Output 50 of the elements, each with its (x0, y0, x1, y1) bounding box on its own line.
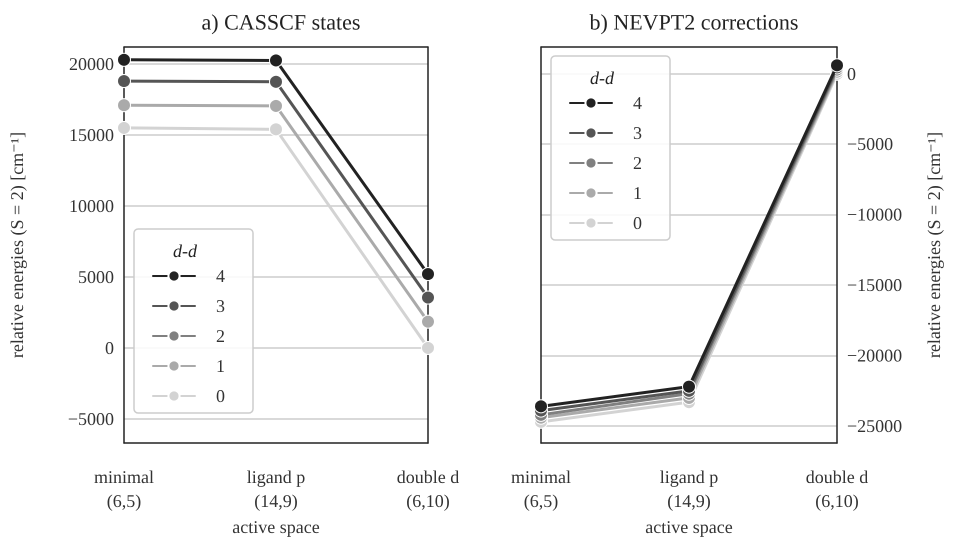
point (421, 290, 435, 305)
y-tick-label: 5000 (78, 266, 114, 287)
legend-label: 4 (633, 93, 642, 113)
y-axis-title: relative energies (S = 2) [cm⁻¹] (7, 132, 27, 358)
legend-label: 2 (633, 153, 642, 173)
legend-title: d-d (590, 68, 615, 88)
point (117, 74, 131, 88)
y-tick-label: 20000 (69, 54, 114, 74)
point (117, 120, 131, 135)
legend-label: 2 (216, 326, 225, 346)
y-tick-label: −20000 (847, 346, 902, 366)
point (421, 267, 435, 282)
legend-label: 3 (633, 123, 642, 143)
legend-label: 1 (633, 183, 642, 203)
point (421, 340, 435, 355)
point (269, 122, 283, 136)
y-tick-label: 0 (847, 64, 856, 84)
x-axis-title: active space (232, 516, 320, 537)
y-axis-title: relative energies (S = 2) [cm⁻¹] (924, 132, 944, 358)
x-axis-title: active space (645, 516, 733, 537)
point (117, 98, 131, 112)
point (269, 98, 283, 113)
legend-label: 0 (633, 213, 642, 233)
x-tick-label: double d (6,10) (806, 467, 868, 511)
legend-label: 3 (216, 296, 225, 316)
chart-title: b) NEVPT2 corrections (590, 10, 798, 34)
point (117, 52, 131, 67)
y-tick-label: 15000 (69, 125, 114, 145)
x-tick-label: double d (6,10) (396, 467, 460, 511)
y-tick-label: 10000 (69, 196, 114, 216)
chart-title: a) CASSCF states (202, 10, 360, 34)
y-tick-label: 0 (105, 338, 114, 358)
x-tick-label: minimal (6,5) (94, 467, 154, 511)
point (269, 74, 283, 89)
legend-label: 1 (216, 356, 225, 376)
y-tick-label: −5000 (68, 408, 114, 429)
y-tick-label: −25000 (847, 416, 902, 436)
y-tick-label: −10000 (847, 204, 902, 225)
legend-label: 0 (216, 386, 225, 406)
legend-title: d-d (173, 241, 198, 261)
y-tick-label: −15000 (847, 275, 902, 296)
point (534, 399, 548, 414)
y-tick-label: −5000 (847, 134, 894, 154)
point (421, 314, 435, 329)
legend-label: 4 (216, 266, 225, 286)
x-tick-label: minimal (6,5) (511, 467, 571, 511)
x-tick-label: ligand p (14,9) (660, 467, 718, 511)
point (269, 53, 283, 68)
point (682, 380, 696, 394)
x-tick-label: ligand p (14,9) (246, 467, 306, 511)
